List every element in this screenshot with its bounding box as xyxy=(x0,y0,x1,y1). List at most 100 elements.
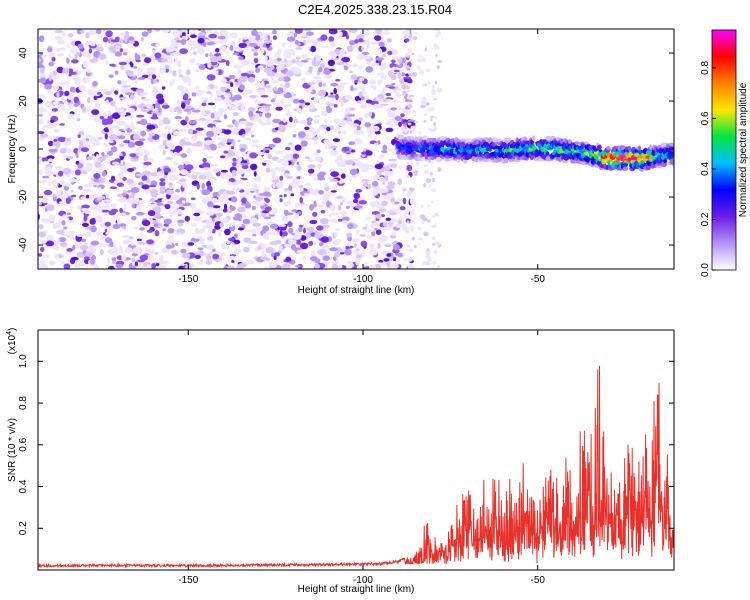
spectrogram-cell xyxy=(168,186,174,190)
spectrogram-cell xyxy=(48,74,52,82)
spectrogram-cell xyxy=(378,260,384,263)
spectrogram-cell xyxy=(195,131,204,136)
spectrogram-cell xyxy=(306,117,313,122)
spectrogram-cell xyxy=(190,46,195,51)
spectrogram-cell xyxy=(353,138,363,145)
spectrogram-cell xyxy=(183,109,190,112)
spectrogram-cell xyxy=(523,137,528,141)
spectrogram-cell xyxy=(206,41,214,46)
spectrogram-cell xyxy=(260,47,265,54)
spectrogram-cell xyxy=(270,223,279,230)
spectrogram-cell xyxy=(392,56,401,60)
spectrogram-cell xyxy=(266,163,271,168)
spectrogram-cell xyxy=(84,183,89,188)
spectrogram-cell xyxy=(318,242,324,247)
spectrogram-cell xyxy=(63,141,70,147)
spectrogram-cell xyxy=(238,143,248,150)
spectrogram-cell xyxy=(375,188,384,194)
spectrogram-cell xyxy=(411,236,415,241)
spectrogram-cell xyxy=(82,106,87,113)
spectrogram-cell xyxy=(192,171,198,176)
spectrogram-cell xyxy=(328,36,335,43)
spectrogram-cell xyxy=(352,63,359,68)
spectrogram-cell xyxy=(107,125,112,130)
spectrogram-cell xyxy=(121,49,129,53)
spectrogram-cell xyxy=(134,79,138,85)
spectrogram-cell xyxy=(141,74,149,78)
spectrogram-cell xyxy=(124,239,132,243)
spectrogram-cell xyxy=(163,167,171,173)
spectrogram-cell xyxy=(277,77,285,82)
spectrogram-cell xyxy=(420,100,427,105)
spectrogram-cell xyxy=(298,159,302,167)
spectrogram-cell xyxy=(310,250,316,257)
spectrogram-cell xyxy=(67,231,76,234)
spectrogram-cell xyxy=(381,200,388,207)
spectrogram-cell xyxy=(172,209,177,216)
spectrogram-cell xyxy=(287,221,293,228)
spectrogram-cell xyxy=(355,254,363,258)
spectrogram-cell xyxy=(363,262,368,267)
spectrogram-cell xyxy=(145,246,149,253)
spectrogram-cell xyxy=(171,166,177,173)
spectrogram-cell xyxy=(436,87,443,93)
spectrogram-cell xyxy=(125,70,134,76)
spectrogram-cell xyxy=(637,145,642,152)
spectrogram-cell xyxy=(225,51,229,55)
spectrogram-cell xyxy=(105,118,114,125)
spectrogram-cell xyxy=(347,236,353,242)
spectrogram-cell xyxy=(220,172,228,180)
spectrogram-cell xyxy=(337,130,341,134)
spectrogram-cell xyxy=(668,142,674,147)
spectrogram-cell xyxy=(531,145,537,150)
spectrogram-cell xyxy=(274,231,279,236)
spectrogram-cell xyxy=(268,214,276,217)
spectrogram-cell xyxy=(48,112,52,115)
spectrogram-cell xyxy=(207,201,214,208)
spectrogram-cell xyxy=(155,43,160,47)
spectrogram-cell xyxy=(70,189,74,193)
spectrogram-cell xyxy=(69,48,78,54)
spectrogram-cell xyxy=(294,144,302,151)
spectrogram-cell xyxy=(177,222,184,227)
spectrogram-cell xyxy=(179,139,186,146)
spectrogram-cell xyxy=(387,50,393,56)
spectrogram-cell xyxy=(406,55,411,58)
spectrogram-cell xyxy=(405,85,410,90)
spectrogram-cell xyxy=(316,225,324,231)
spectrogram-cell xyxy=(217,136,222,140)
spectrogram-cell xyxy=(335,127,341,131)
spectrogram-cell xyxy=(350,123,360,128)
spectrogram-cell xyxy=(283,103,293,107)
spectrogram-cell xyxy=(159,52,166,60)
spectrogram-cell xyxy=(50,119,55,124)
spectrogram-cell xyxy=(242,218,251,225)
spectrogram-cell xyxy=(118,61,128,66)
spectrogram-cell xyxy=(417,243,421,246)
spectrogram-cell xyxy=(384,243,392,248)
spectrogram-cell xyxy=(341,216,350,222)
spectrogram-cell xyxy=(312,152,319,156)
spectrogram-cell xyxy=(308,168,315,174)
spectrogram-cell xyxy=(237,159,241,166)
spectrogram-cell xyxy=(207,102,216,106)
spectrogram-cell xyxy=(196,183,200,190)
spectrogram-cell xyxy=(380,75,388,79)
spectrogram-cell xyxy=(405,175,411,179)
spectrogram-cell xyxy=(123,140,129,144)
spectrogram-cell xyxy=(223,129,232,135)
spectrogram-cell xyxy=(397,182,401,185)
spectrogram-cell xyxy=(252,183,258,190)
spectrogram-cell xyxy=(274,252,281,257)
spectrogram-cell xyxy=(153,223,159,228)
spectrogram-cell xyxy=(127,190,132,193)
spectrogram-cell xyxy=(156,93,164,101)
spectrogram-cell xyxy=(209,83,215,90)
spectrogram-cell xyxy=(346,45,354,52)
spectrogram-cell xyxy=(320,236,329,243)
spectrogram-cell xyxy=(101,151,105,157)
spectrogram-cell xyxy=(233,187,241,192)
colorbar-tick-label: 0.0 xyxy=(700,263,711,277)
spectrogram-cell xyxy=(153,93,157,97)
spectrogram-cell xyxy=(382,221,387,227)
